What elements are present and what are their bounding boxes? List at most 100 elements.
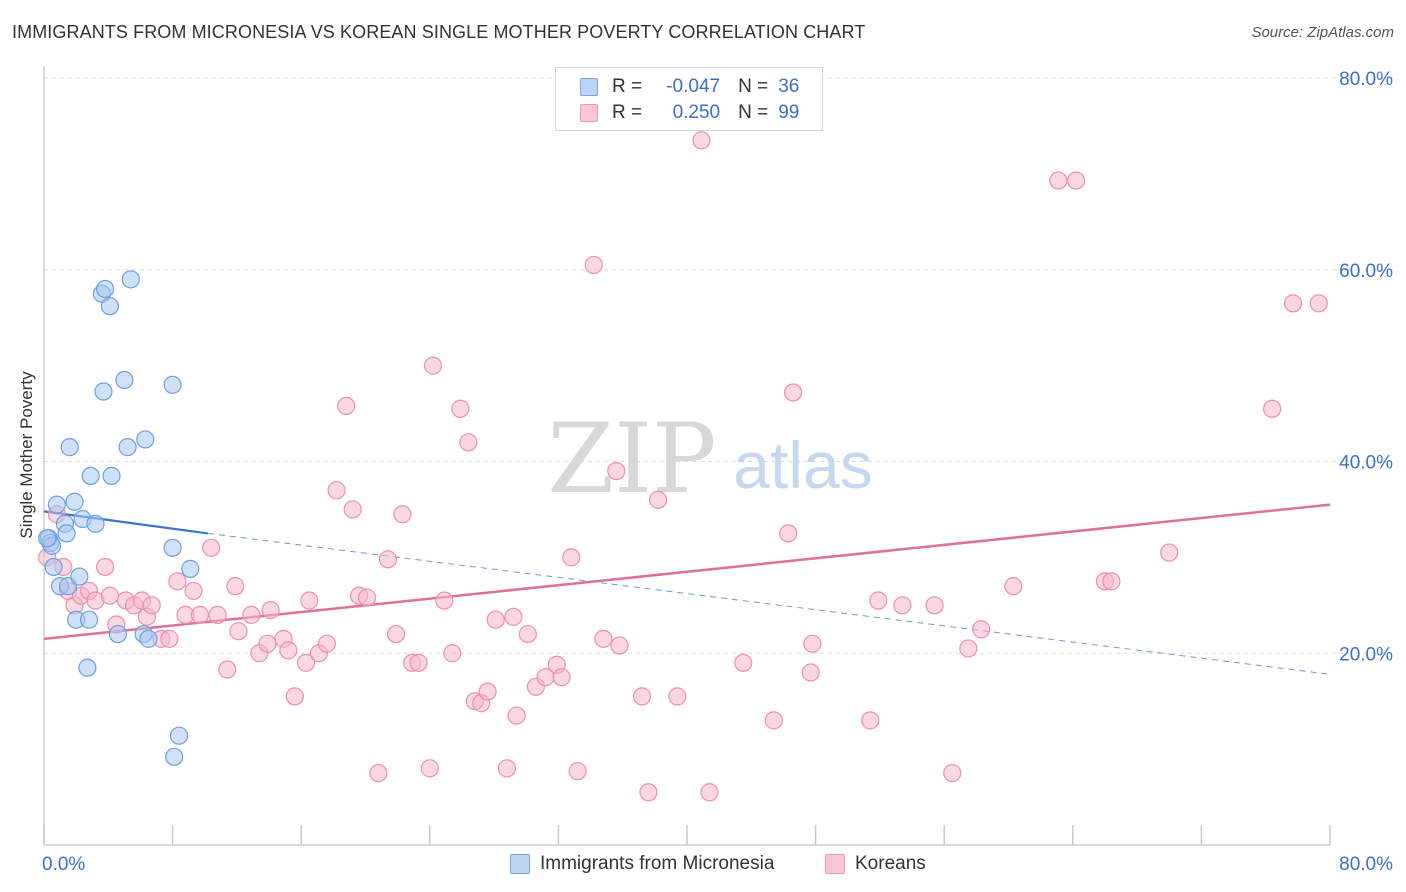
point-koreans (925, 596, 944, 615)
point-koreans (358, 588, 377, 607)
point-koreans (568, 762, 587, 781)
point-koreans (734, 653, 753, 672)
point-koreans (1283, 294, 1303, 313)
x-tick-label-min: 0.0% (42, 854, 85, 875)
source-credit: Source: ZipAtlas.com (1251, 24, 1394, 41)
point-koreans (208, 605, 227, 625)
point-koreans (1102, 572, 1121, 591)
point-koreans (869, 591, 888, 610)
point-koreans (409, 653, 428, 672)
point-koreans (218, 660, 237, 679)
point-koreans (1160, 543, 1179, 562)
point-koreans (692, 131, 711, 150)
y-axis-label: Single Mother Poverty (17, 371, 36, 539)
point-koreans (552, 668, 571, 687)
point-micronesia (95, 279, 115, 299)
point-micronesia (81, 466, 100, 485)
point-koreans (279, 641, 298, 660)
point-koreans (443, 644, 462, 663)
series-swatch-blue (510, 854, 530, 874)
legend-swatch-blue (580, 78, 598, 96)
point-micronesia (121, 270, 140, 289)
point-koreans (783, 383, 803, 402)
series-legend: Immigrants from Micronesia Koreans (0, 850, 1406, 880)
point-koreans (451, 399, 470, 418)
correlation-legend: R = -0.047 N = 36 R = 0.250 N = 99 (555, 67, 823, 131)
legend-n-label: N = (738, 102, 769, 123)
point-koreans (100, 586, 120, 605)
x-tick-label-max: 80.0% (1339, 854, 1393, 875)
point-micronesia (57, 524, 76, 543)
point-koreans (261, 601, 280, 620)
point-koreans (943, 763, 962, 783)
point-koreans (668, 687, 687, 706)
point-koreans (317, 634, 337, 653)
point-koreans (518, 624, 537, 644)
point-koreans (594, 629, 613, 648)
legend-n-label: N = (738, 76, 769, 97)
series-legend-micronesia: Immigrants from Micronesia (510, 853, 774, 875)
y-tick-label: 80.0% (1339, 69, 1393, 90)
grid-lines (44, 77, 1392, 654)
point-koreans (420, 759, 439, 778)
point-koreans (296, 653, 316, 672)
point-koreans (184, 581, 203, 601)
point-koreans (700, 783, 719, 802)
point-micronesia (38, 529, 57, 548)
point-koreans (1263, 399, 1282, 418)
point-koreans (639, 783, 658, 802)
legend-row-koreans: R = 0.250 N = 99 (580, 101, 799, 125)
point-koreans (337, 396, 356, 415)
point-koreans (893, 596, 912, 615)
point-koreans (861, 711, 880, 730)
point-koreans (1309, 294, 1328, 313)
point-micronesia (181, 559, 200, 578)
tick-labels: 20.0% 40.0% 60.0% 80.0% 0.0% 80.0% (42, 69, 1393, 875)
trendline-micronesia (43, 510, 209, 535)
point-micronesia (100, 297, 120, 316)
watermark-zip: ZIP (547, 403, 716, 515)
point-koreans (285, 687, 304, 706)
point-koreans (393, 505, 412, 524)
point-koreans (1066, 171, 1086, 190)
y-tick-label: 40.0% (1339, 453, 1393, 474)
point-koreans (300, 591, 319, 610)
point-koreans (168, 572, 187, 591)
y-tick-label: 20.0% (1339, 644, 1393, 665)
point-koreans (562, 548, 581, 567)
series-label-micronesia: Immigrants from Micronesia (540, 853, 775, 874)
point-koreans (497, 759, 517, 778)
point-koreans (584, 255, 603, 275)
axes (43, 66, 1331, 846)
watermark-atlas: atlas (733, 428, 872, 502)
legend-row-micronesia: R = -0.047 N = 36 (580, 75, 799, 99)
point-koreans (386, 624, 406, 644)
point-micronesia (79, 610, 99, 629)
y-tick-label: 60.0% (1339, 261, 1393, 282)
point-koreans (486, 610, 505, 629)
legend-n-value: 36 (778, 76, 800, 97)
point-micronesia (78, 658, 97, 677)
point-micronesia (165, 747, 184, 766)
point-koreans (478, 682, 497, 701)
point-koreans (1049, 171, 1068, 190)
watermark: ZIP atlas (547, 403, 872, 515)
point-koreans (972, 620, 991, 639)
point-micronesia (169, 726, 189, 745)
point-koreans (142, 596, 161, 615)
point-micronesia (163, 538, 182, 557)
point-micronesia (118, 438, 137, 457)
point-koreans (610, 636, 629, 655)
point-micronesia (108, 624, 128, 644)
legend-swatch-pink (580, 104, 598, 122)
point-koreans (648, 490, 668, 509)
point-koreans (226, 577, 245, 596)
point-koreans (369, 763, 388, 783)
point-koreans (607, 461, 626, 481)
point-micronesia (163, 375, 182, 394)
point-koreans (959, 639, 978, 658)
legend-r-label: R = (612, 76, 643, 97)
point-micronesia (115, 370, 134, 390)
series-legend-koreans: Koreans (825, 853, 926, 875)
